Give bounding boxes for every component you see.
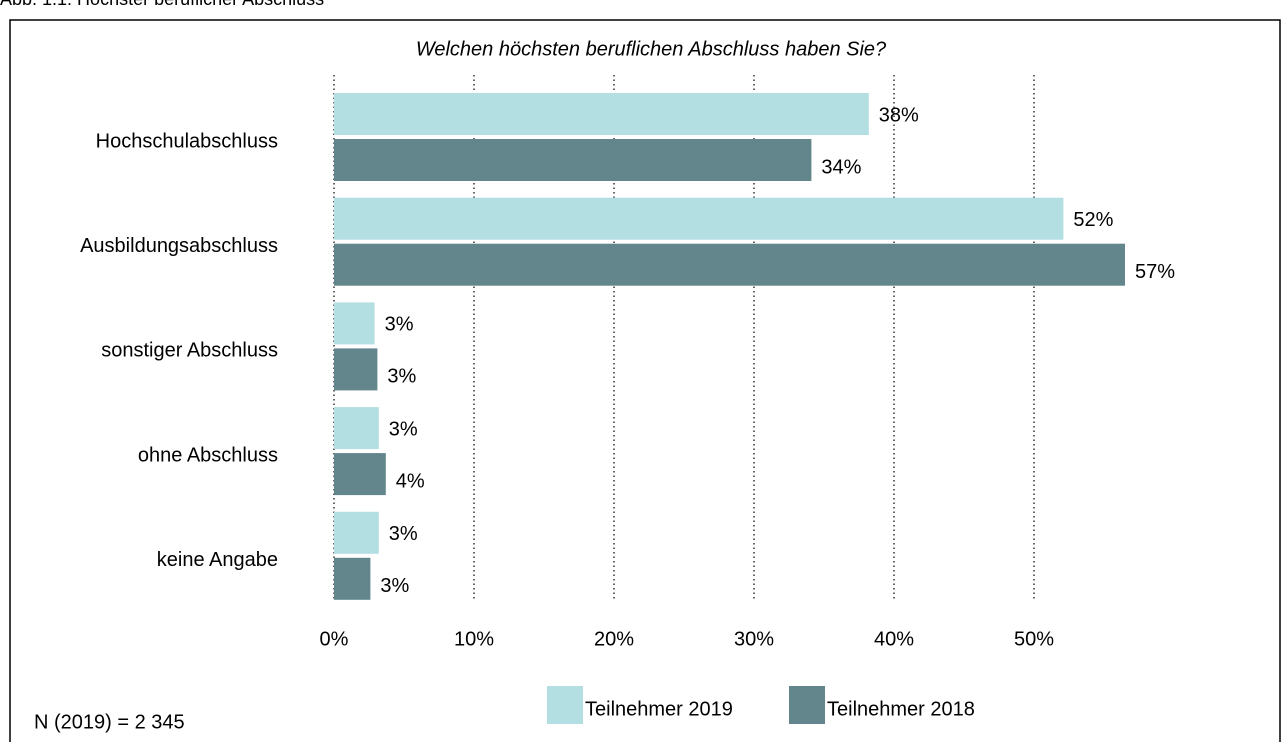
bar [334, 348, 378, 391]
x-tick-label: 50% [1014, 628, 1054, 650]
y-tick-label: Hochschulabschluss [96, 130, 278, 152]
data-label: 3% [385, 314, 414, 336]
x-tick-label: 40% [874, 628, 914, 650]
data-label: 57% [1135, 261, 1175, 283]
y-tick-label: ohne Abschluss [138, 444, 278, 466]
caption: Abb. 1.1: Höchster beruflicher Abschluss [0, 0, 324, 9]
legend-label: Teilnehmer 2018 [827, 698, 975, 720]
x-tick-label: 20% [594, 628, 634, 650]
bar [334, 407, 379, 450]
note: N (2019) = 2 345 [34, 711, 185, 733]
bar [334, 93, 869, 135]
data-label: 3% [389, 523, 418, 545]
x-tick-label: 10% [454, 628, 494, 650]
data-label: 3% [387, 366, 416, 388]
bar [334, 302, 375, 345]
legend-swatch [547, 686, 583, 724]
data-label: 34% [821, 156, 861, 178]
bar [334, 557, 371, 600]
legend-label: Teilnehmer 2019 [585, 698, 733, 720]
data-label: 4% [396, 470, 425, 492]
bar [334, 453, 386, 496]
chart-title: Welchen höchsten beruflichen Abschluss h… [416, 38, 887, 60]
y-tick-label: keine Angabe [157, 549, 278, 571]
frame [9, 19, 1281, 742]
bar [334, 197, 1064, 240]
data-label: 3% [389, 418, 418, 440]
x-tick-label: 30% [734, 628, 774, 650]
y-tick-label: Ausbildungsabschluss [80, 235, 278, 257]
x-tick-label: 0% [320, 628, 349, 650]
bar [334, 511, 379, 554]
legend-swatch [789, 686, 825, 724]
data-label: 38% [879, 104, 919, 126]
bar [334, 139, 812, 181]
y-tick-label: sonstiger Abschluss [101, 340, 278, 362]
data-label: 52% [1073, 209, 1113, 231]
data-label: 3% [380, 575, 409, 597]
bar [334, 243, 1125, 286]
